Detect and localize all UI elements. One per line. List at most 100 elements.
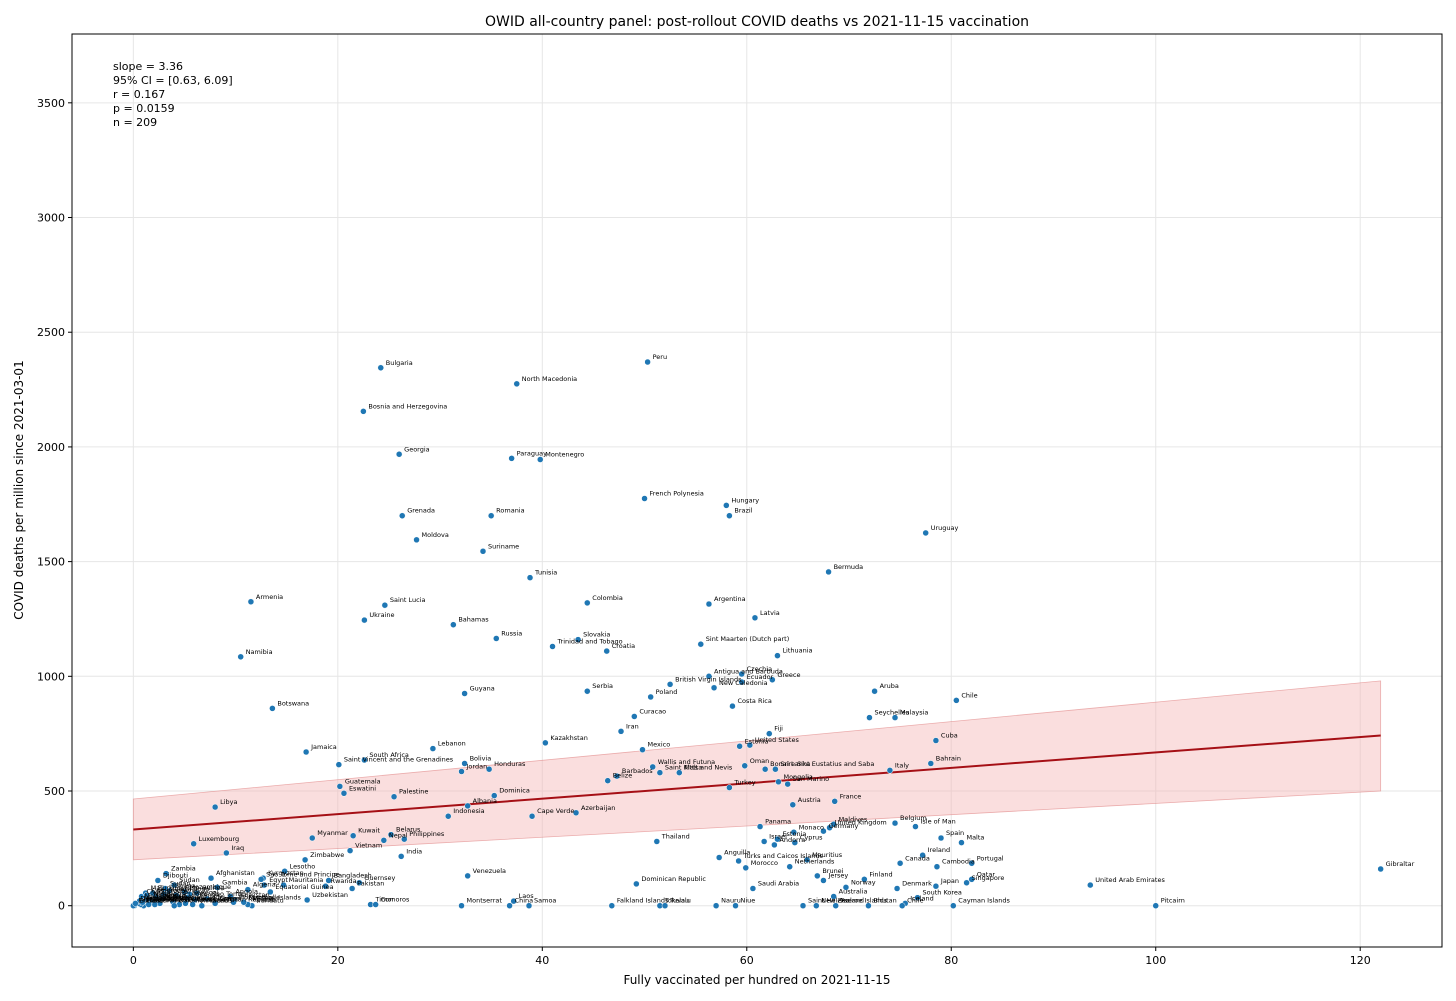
data-point <box>397 853 405 860</box>
x-axis-ticks: 0 20 40 60 80 100 120 <box>130 947 1371 967</box>
data-point <box>158 895 166 903</box>
plot-area-frame <box>71 33 1443 948</box>
point-label: Congo <box>165 894 186 902</box>
data-point <box>968 876 975 883</box>
point-label: Curacao <box>639 707 666 715</box>
point-label: Germany <box>828 822 858 830</box>
y-tick-label: 1000 <box>37 670 65 683</box>
data-point <box>825 568 832 576</box>
data-point <box>182 900 189 907</box>
data-point <box>223 849 230 857</box>
data-point <box>510 897 517 905</box>
point-label: Kenya <box>200 891 220 899</box>
confidence-band-layer <box>132 680 1382 861</box>
point-label: Guernsey <box>364 874 395 882</box>
point-label: Eritrea <box>138 897 160 905</box>
point-label: Montserrat <box>467 897 503 905</box>
point-label: Qatar <box>977 870 996 878</box>
data-point <box>479 548 487 555</box>
point-label: Grenada <box>407 507 435 515</box>
data-point <box>790 829 798 836</box>
x-tick-label: 0 <box>130 954 137 967</box>
point-label: Botswana <box>277 699 309 707</box>
data-point <box>919 851 926 859</box>
y-tick-label: 2500 <box>37 326 65 339</box>
data-point <box>377 364 385 372</box>
point-label: Syria <box>181 886 197 894</box>
point-label: Papua New Guinea <box>154 896 215 904</box>
point-label: Burundi <box>139 897 165 905</box>
data-point <box>464 872 471 880</box>
point-label: Nepal <box>389 831 408 839</box>
data-point <box>715 854 723 861</box>
data-point <box>723 502 730 509</box>
point-label: Bolivia <box>470 754 492 762</box>
point-label: Algeria <box>253 881 276 889</box>
data-point <box>813 902 820 909</box>
point-label: Eswatini <box>349 784 376 792</box>
point-label: Peru <box>653 353 667 361</box>
data-point <box>203 895 211 903</box>
data-point <box>932 882 940 890</box>
data-point <box>237 653 244 661</box>
data-point <box>735 857 742 865</box>
data-point <box>608 902 616 909</box>
data-point <box>490 792 498 799</box>
point-label: Zimbabwe <box>310 851 344 859</box>
data-point <box>927 760 935 767</box>
point-label: Niue <box>741 897 756 905</box>
point-label: Malaysia <box>900 709 928 717</box>
point-label: Myanmar <box>317 829 348 837</box>
point-label: Costa Rica <box>737 697 771 705</box>
data-point <box>799 902 807 909</box>
data-point <box>950 902 957 909</box>
data-point <box>525 902 533 909</box>
point-label: Tunisia <box>534 569 557 577</box>
point-label: Albania <box>473 797 497 805</box>
data-point <box>361 756 368 764</box>
point-labels-layer: Peru Bulgaria North Macedonia Bosnia and He… <box>138 353 1414 905</box>
point-label: Angola <box>235 888 257 896</box>
data-point <box>784 780 791 788</box>
point-label: North Macedonia <box>522 375 577 383</box>
data-point <box>738 670 745 678</box>
point-label: Saint Kitts and Nevis <box>665 764 733 772</box>
point-label: Madagascar <box>144 892 184 900</box>
point-label: Rwanda <box>331 877 357 885</box>
data-point <box>891 714 899 721</box>
data-point <box>508 455 515 462</box>
point-label: Cambodia <box>942 858 975 866</box>
point-label: Jersey <box>827 871 848 879</box>
point-label: Romania <box>496 507 524 515</box>
point-label: Thailand <box>661 832 690 840</box>
point-label: Cote d'Ivoire <box>190 894 231 902</box>
data-point <box>139 899 146 906</box>
data-point <box>537 456 544 463</box>
data-point <box>756 823 764 830</box>
point-label: New Zealand <box>821 897 864 905</box>
point-label: Faeroe Islands <box>841 897 888 905</box>
data-point <box>154 877 162 884</box>
point-label: Pitcairn <box>1161 897 1185 905</box>
data-point <box>257 876 265 883</box>
point-label: Sao Tome and Principe <box>266 870 340 878</box>
point-label: Turkey <box>733 779 755 787</box>
point-label: Netherlands <box>795 858 835 866</box>
data-point <box>633 880 640 888</box>
point-label: Yemen <box>152 891 175 899</box>
point-label: Gambia <box>222 878 247 886</box>
point-label: Guatemala <box>345 777 381 785</box>
point-label: Ukraine <box>369 611 394 619</box>
point-label: Timor <box>375 896 395 904</box>
data-point <box>395 451 403 458</box>
data-point <box>641 495 648 502</box>
data-point <box>963 879 970 887</box>
data-point <box>193 889 200 897</box>
point-label: France <box>840 792 862 800</box>
data-point <box>786 863 793 870</box>
data-point <box>774 652 781 659</box>
data-point <box>738 678 745 686</box>
y-tick-label: 2000 <box>37 441 65 454</box>
data-point <box>513 380 520 388</box>
